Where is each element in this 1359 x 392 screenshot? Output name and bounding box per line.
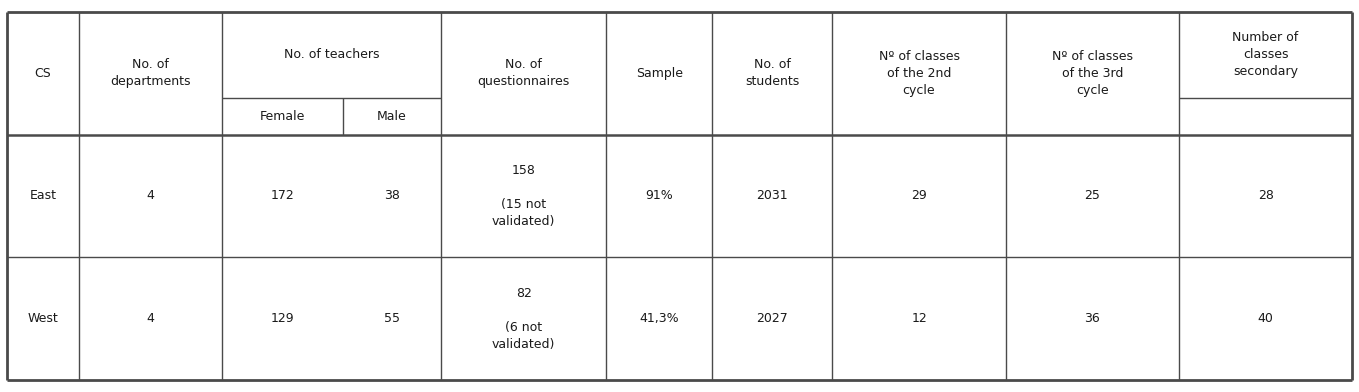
Text: No. of
departments: No. of departments — [110, 58, 190, 88]
Text: 29: 29 — [911, 189, 927, 203]
Text: 4: 4 — [147, 312, 155, 325]
Text: No. of teachers: No. of teachers — [284, 48, 379, 61]
Text: 158

(15 not
validated): 158 (15 not validated) — [492, 164, 556, 228]
Text: 129: 129 — [270, 312, 295, 325]
Text: 55: 55 — [383, 312, 400, 325]
Text: No. of
questionnaires: No. of questionnaires — [477, 58, 569, 88]
Text: 38: 38 — [383, 189, 400, 203]
Text: Male: Male — [376, 110, 406, 123]
Text: Sample: Sample — [636, 67, 682, 80]
Text: 91%: 91% — [646, 189, 673, 203]
Text: Nº of classes
of the 2nd
cycle: Nº of classes of the 2nd cycle — [878, 50, 959, 97]
Text: 28: 28 — [1257, 189, 1273, 203]
Text: 2027: 2027 — [756, 312, 788, 325]
Text: 2031: 2031 — [757, 189, 788, 203]
Text: East: East — [30, 189, 57, 203]
Text: 25: 25 — [1084, 189, 1101, 203]
Text: 36: 36 — [1084, 312, 1101, 325]
Text: West: West — [27, 312, 58, 325]
Text: No. of
students: No. of students — [745, 58, 799, 88]
Text: Nº of classes
of the 3rd
cycle: Nº of classes of the 3rd cycle — [1052, 50, 1133, 97]
Text: 172: 172 — [270, 189, 295, 203]
Text: 40: 40 — [1257, 312, 1273, 325]
Text: Number of
classes
secondary: Number of classes secondary — [1233, 31, 1299, 78]
Text: 12: 12 — [911, 312, 927, 325]
Text: Female: Female — [260, 110, 306, 123]
Text: 82

(6 not
validated): 82 (6 not validated) — [492, 287, 556, 351]
Text: 41,3%: 41,3% — [639, 312, 680, 325]
Text: CS: CS — [34, 67, 52, 80]
Text: 4: 4 — [147, 189, 155, 203]
